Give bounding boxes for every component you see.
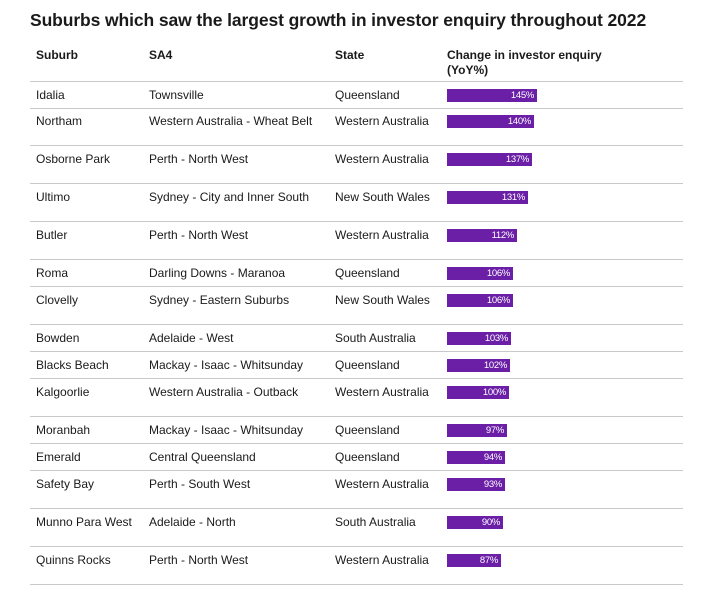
- table-row: Munno Para West Adelaide - North South Aus…: [30, 509, 683, 547]
- table-row: Idalia Townsville Queensland 145%: [30, 81, 683, 109]
- table-row: Kalgoorlie Western Australia - Outback Wes…: [30, 379, 683, 417]
- bar: 140%: [447, 115, 534, 128]
- bar: 87%: [447, 554, 501, 567]
- bar-value-label: 106%: [486, 268, 510, 279]
- bar-value-label: 87%: [479, 555, 498, 566]
- bar-value-label: 140%: [507, 116, 531, 127]
- bar: 94%: [447, 451, 505, 464]
- chart-title: Suburbs which saw the largest growth in …: [30, 10, 647, 30]
- sa4-cell: Perth - South West: [149, 477, 251, 491]
- table-row: Osborne Park Perth - North West Western Au…: [30, 146, 683, 184]
- state-cell: Queensland: [335, 88, 400, 102]
- state-cell: Western Australia: [335, 228, 429, 242]
- sa4-cell: Townsville: [149, 88, 204, 102]
- bar-value-label: 102%: [483, 360, 507, 371]
- state-cell: Western Australia: [335, 114, 429, 128]
- bar: 131%: [447, 191, 528, 204]
- bar-value-label: 100%: [482, 387, 506, 398]
- sa4-cell: Perth - North West: [149, 228, 249, 242]
- sa4-cell: Darling Downs - Maranoa: [149, 266, 286, 280]
- state-cell: Western Australia: [335, 477, 429, 491]
- bar-value-label: 137%: [505, 154, 529, 165]
- state-cell: Western Australia: [335, 385, 429, 399]
- table-row: Safety Bay Perth - South West Western Aust…: [30, 471, 683, 509]
- sa4-cell: Mackay - Isaac - Whitsunday: [149, 358, 304, 372]
- header-change-label: Change in investor enquiry: [447, 48, 602, 62]
- suburb-cell: Bowden: [36, 331, 80, 345]
- suburb-cell: Northam: [36, 114, 83, 128]
- suburb-cell: Ultimo: [36, 190, 71, 204]
- header-state: State: [335, 48, 365, 62]
- sa4-cell: Mackay - Isaac - Whitsunday: [149, 423, 304, 437]
- bar-value-label: 97%: [485, 425, 504, 436]
- bar: 102%: [447, 359, 510, 372]
- table-row: Blacks Beach Mackay - Isaac - Whitsunday Q…: [30, 352, 683, 379]
- bar: 90%: [447, 516, 503, 529]
- bar: 103%: [447, 332, 511, 345]
- bar-value-label: 103%: [484, 333, 508, 344]
- header-change-unit: (YoY%): [447, 63, 489, 77]
- state-cell: Western Australia: [335, 152, 429, 166]
- state-cell: South Australia: [335, 515, 416, 529]
- suburb-cell: Osborne Park: [36, 152, 111, 166]
- suburb-cell: Emerald: [36, 450, 81, 464]
- state-cell: Queensland: [335, 423, 400, 437]
- bar-value-label: 94%: [483, 452, 502, 463]
- table-row: Butler Perth - North West Western Australi…: [30, 222, 683, 260]
- header-change: Change in investor enquiry (YoY%): [447, 48, 647, 78]
- sa4-cell: Western Australia - Wheat Belt: [149, 114, 313, 128]
- suburb-cell: Idalia: [36, 88, 65, 102]
- bar: 93%: [447, 478, 505, 491]
- suburb-cell: Safety Bay: [36, 477, 95, 491]
- bar-value-label: 112%: [491, 230, 515, 241]
- sa4-cell: Adelaide - West: [149, 331, 234, 345]
- suburb-cell: Butler: [36, 228, 68, 242]
- table-row: Northam Western Australia - Wheat Belt Wes…: [30, 108, 683, 146]
- suburb-cell: Blacks Beach: [36, 358, 109, 372]
- state-cell: Queensland: [335, 450, 400, 464]
- suburb-cell: Roma: [36, 266, 69, 280]
- bar: 97%: [447, 424, 507, 437]
- table-row: Roma Darling Downs - Maranoa Queensland 106…: [30, 260, 683, 287]
- header-sa4: SA4: [149, 48, 173, 62]
- table-row: Moranbah Mackay - Isaac - Whitsunday Queen…: [30, 417, 683, 444]
- bar: 112%: [447, 229, 517, 242]
- state-cell: Queensland: [335, 266, 400, 280]
- state-cell: South Australia: [335, 331, 416, 345]
- suburb-cell: Quinns Rocks: [36, 553, 111, 567]
- state-cell: New South Wales: [335, 190, 430, 204]
- suburb-cell: Munno Para West: [36, 515, 132, 529]
- table-row: Clovelly Sydney - Eastern Suburbs New Sout…: [30, 287, 683, 325]
- sa4-cell: Adelaide - North: [149, 515, 236, 529]
- sa4-cell: Sydney - City and Inner South: [149, 190, 310, 204]
- bar: 106%: [447, 267, 513, 280]
- bar-value-label: 145%: [510, 90, 534, 101]
- state-cell: Queensland: [335, 358, 400, 372]
- sa4-cell: Western Australia - Outback: [149, 385, 299, 399]
- bar: 100%: [447, 386, 509, 399]
- sa4-cell: Sydney - Eastern Suburbs: [149, 293, 290, 307]
- bar: 137%: [447, 153, 532, 166]
- bar: 145%: [447, 89, 537, 102]
- sa4-cell: Central Queensland: [149, 450, 256, 464]
- suburb-cell: Kalgoorlie: [36, 385, 90, 399]
- state-cell: Western Australia: [335, 553, 429, 567]
- table-row: Emerald Central Queensland Queensland 94%: [30, 444, 683, 471]
- header-suburb: Suburb: [36, 48, 78, 62]
- bar-value-label: 131%: [501, 192, 525, 203]
- suburb-cell: Clovelly: [36, 293, 79, 307]
- table-row: Ultimo Sydney - City and Inner South New S…: [30, 184, 683, 222]
- sa4-cell: Perth - North West: [149, 553, 249, 567]
- bar: 106%: [447, 294, 513, 307]
- bar-value-label: 90%: [481, 517, 500, 528]
- sa4-cell: Perth - North West: [149, 152, 249, 166]
- table-row: Bowden Adelaide - West South Australia 103%: [30, 325, 683, 352]
- bar-value-label: 106%: [486, 295, 510, 306]
- bar-value-label: 93%: [483, 479, 502, 490]
- state-cell: New South Wales: [335, 293, 430, 307]
- suburb-cell: Moranbah: [36, 423, 91, 437]
- table-row: Quinns Rocks Perth - North West Western Au…: [30, 547, 683, 585]
